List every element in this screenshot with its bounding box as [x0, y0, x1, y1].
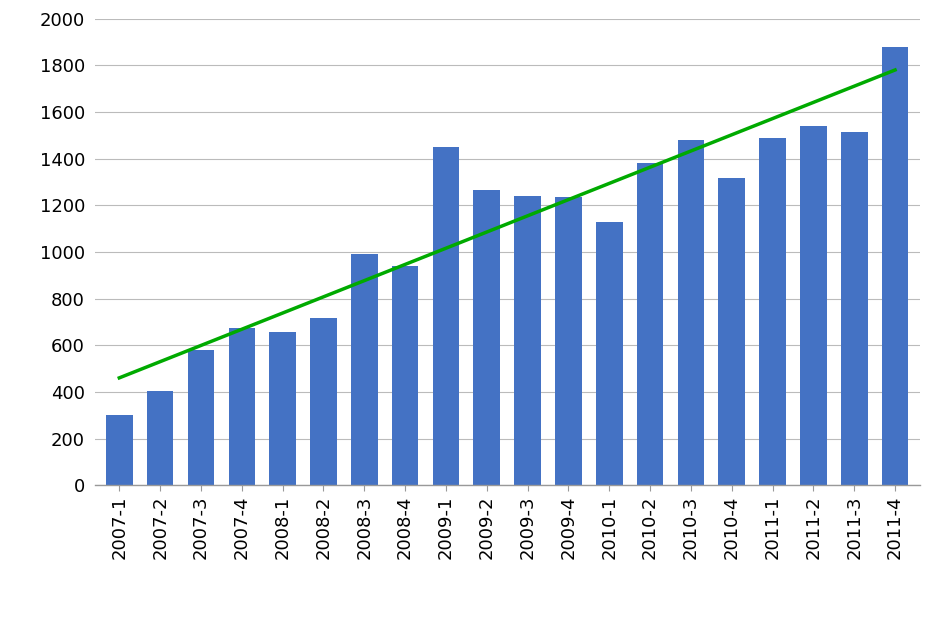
Bar	[106, 415, 133, 485]
Bar	[637, 163, 664, 485]
Bar	[147, 391, 173, 485]
Bar	[678, 140, 704, 485]
Bar	[228, 328, 255, 485]
Bar	[719, 179, 745, 485]
Bar	[392, 266, 418, 485]
Bar	[800, 126, 827, 485]
Bar	[556, 197, 582, 485]
Bar	[759, 137, 786, 485]
Bar	[596, 221, 623, 485]
Bar	[269, 332, 296, 485]
Bar	[188, 350, 214, 485]
Bar	[882, 47, 908, 485]
Bar	[515, 196, 541, 485]
Bar	[473, 190, 500, 485]
Bar	[432, 147, 459, 485]
Bar	[351, 254, 377, 485]
Bar	[841, 132, 867, 485]
Bar	[310, 318, 337, 485]
